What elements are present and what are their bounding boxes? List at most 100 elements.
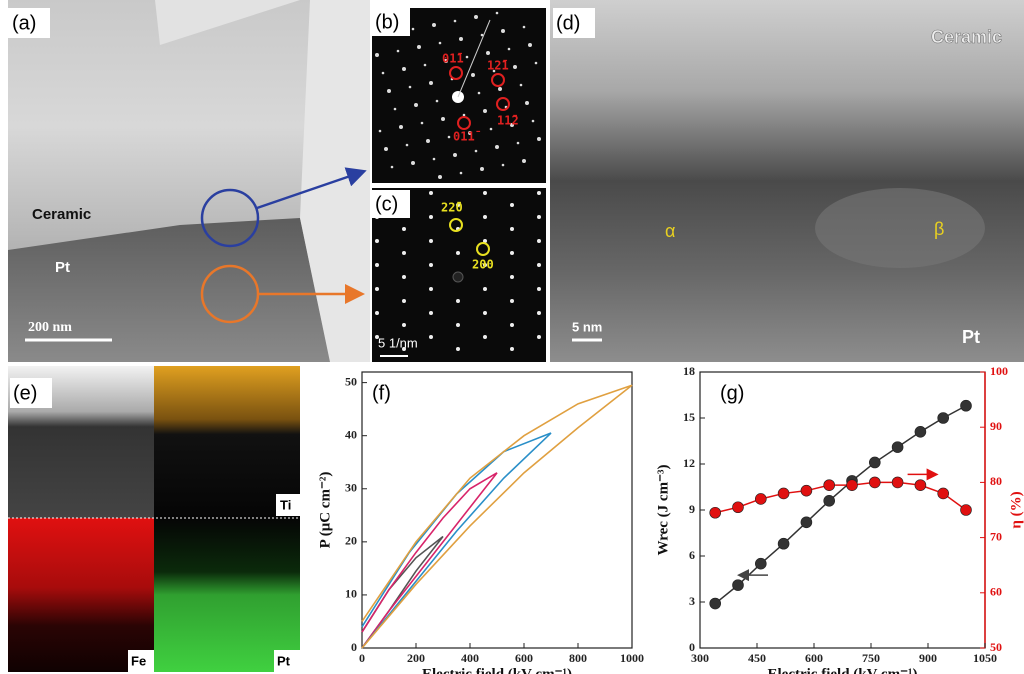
spot bbox=[483, 109, 487, 113]
data-point bbox=[777, 487, 790, 500]
ti-map bbox=[154, 366, 300, 518]
region-label: Ceramic bbox=[931, 27, 1002, 47]
spot bbox=[456, 323, 460, 327]
label-box bbox=[8, 8, 50, 38]
series-line bbox=[715, 481, 967, 514]
data-point bbox=[914, 479, 927, 491]
panel-label: (d) bbox=[556, 12, 580, 34]
spot-circle bbox=[476, 242, 490, 256]
spot bbox=[459, 37, 463, 41]
plot-frame bbox=[361, 371, 633, 649]
data-point bbox=[754, 557, 767, 570]
spot bbox=[405, 143, 409, 147]
spot bbox=[537, 311, 541, 315]
spot bbox=[465, 55, 469, 59]
region-label: Pt bbox=[962, 327, 980, 347]
spot bbox=[537, 215, 541, 219]
data-point bbox=[800, 484, 813, 497]
y2-axis-title: η (%) bbox=[1008, 491, 1024, 528]
arrow bbox=[256, 167, 367, 210]
data-point bbox=[732, 579, 744, 591]
spot bbox=[402, 299, 406, 303]
miller-index: 12̄1 bbox=[487, 59, 509, 73]
y2-tick-label: 90 bbox=[990, 419, 1002, 433]
spot bbox=[528, 43, 532, 47]
data-point bbox=[868, 456, 881, 469]
panel-a: (a) Ceramic Pt 200 nm bbox=[8, 0, 370, 362]
y-tick-label: 18 bbox=[683, 364, 695, 378]
x-tick-label: 900 bbox=[919, 651, 937, 665]
spot bbox=[396, 49, 400, 53]
pt-layer bbox=[8, 218, 330, 362]
spot bbox=[429, 191, 433, 195]
spot bbox=[402, 323, 406, 327]
data-point bbox=[709, 506, 722, 519]
spot bbox=[474, 149, 478, 153]
spot bbox=[411, 27, 415, 31]
spot bbox=[456, 251, 460, 255]
spot bbox=[522, 159, 526, 163]
spot bbox=[483, 311, 487, 315]
panel-label: (a) bbox=[12, 12, 36, 34]
spot bbox=[510, 275, 514, 279]
spot bbox=[516, 141, 520, 145]
spot bbox=[495, 11, 499, 15]
y-tick-label: 30 bbox=[345, 481, 357, 495]
spot bbox=[522, 25, 526, 29]
data-point bbox=[709, 597, 722, 610]
spot bbox=[519, 83, 523, 87]
scale-label: 5 1/nm bbox=[378, 335, 418, 350]
spot bbox=[510, 347, 514, 351]
x-tick-label: 1050 bbox=[973, 651, 997, 665]
x-tick-label: 800 bbox=[569, 651, 587, 665]
spot bbox=[402, 227, 406, 231]
spot bbox=[393, 107, 397, 111]
spot bbox=[537, 239, 541, 243]
spot bbox=[375, 239, 379, 243]
spot bbox=[453, 153, 457, 157]
element-label: Pt bbox=[277, 653, 291, 668]
y-axis-title: Wrec (J cm⁻³) bbox=[655, 465, 671, 556]
spot bbox=[510, 323, 514, 327]
spot bbox=[471, 73, 475, 77]
y-tick-label: 9 bbox=[689, 502, 695, 516]
spot bbox=[483, 335, 487, 339]
spot-circle bbox=[449, 66, 463, 80]
spot bbox=[510, 203, 514, 207]
miller-index: 200 bbox=[472, 258, 494, 272]
label-box bbox=[370, 380, 408, 408]
blue-circle bbox=[200, 188, 260, 248]
spot bbox=[375, 335, 379, 339]
spot bbox=[402, 251, 406, 255]
spot bbox=[486, 51, 490, 55]
panel-label: (g) bbox=[720, 382, 744, 404]
beta-grain bbox=[815, 188, 985, 268]
x-axis-title: Electric field (kV cm⁻¹) bbox=[422, 666, 572, 674]
spot bbox=[438, 41, 442, 45]
spot bbox=[510, 251, 514, 255]
data-point bbox=[823, 479, 836, 491]
x-tick-label: 300 bbox=[691, 651, 709, 665]
spot bbox=[483, 191, 487, 195]
x-tick-label: 450 bbox=[748, 651, 766, 665]
miller-index: 11̄2 bbox=[497, 114, 519, 128]
data-point bbox=[891, 476, 904, 489]
spot bbox=[438, 175, 442, 179]
x-tick-label: 400 bbox=[461, 651, 479, 665]
spot bbox=[420, 121, 424, 125]
y2-tick-label: 60 bbox=[990, 585, 1002, 599]
spot bbox=[441, 117, 445, 121]
spot bbox=[468, 131, 472, 135]
pe-loop bbox=[361, 384, 633, 649]
spot bbox=[525, 101, 529, 105]
spot bbox=[480, 33, 484, 37]
x-axis-title: Electric field (kV cm⁻¹) bbox=[767, 666, 917, 674]
spot bbox=[501, 163, 505, 167]
spot-circle bbox=[449, 218, 463, 232]
x-tick-label: 1000 bbox=[620, 651, 644, 665]
y2-tick-label: 50 bbox=[990, 640, 1002, 654]
y2-tick-label: 70 bbox=[990, 529, 1002, 543]
label-box bbox=[276, 494, 300, 516]
spot bbox=[501, 29, 505, 33]
spot bbox=[429, 81, 433, 85]
